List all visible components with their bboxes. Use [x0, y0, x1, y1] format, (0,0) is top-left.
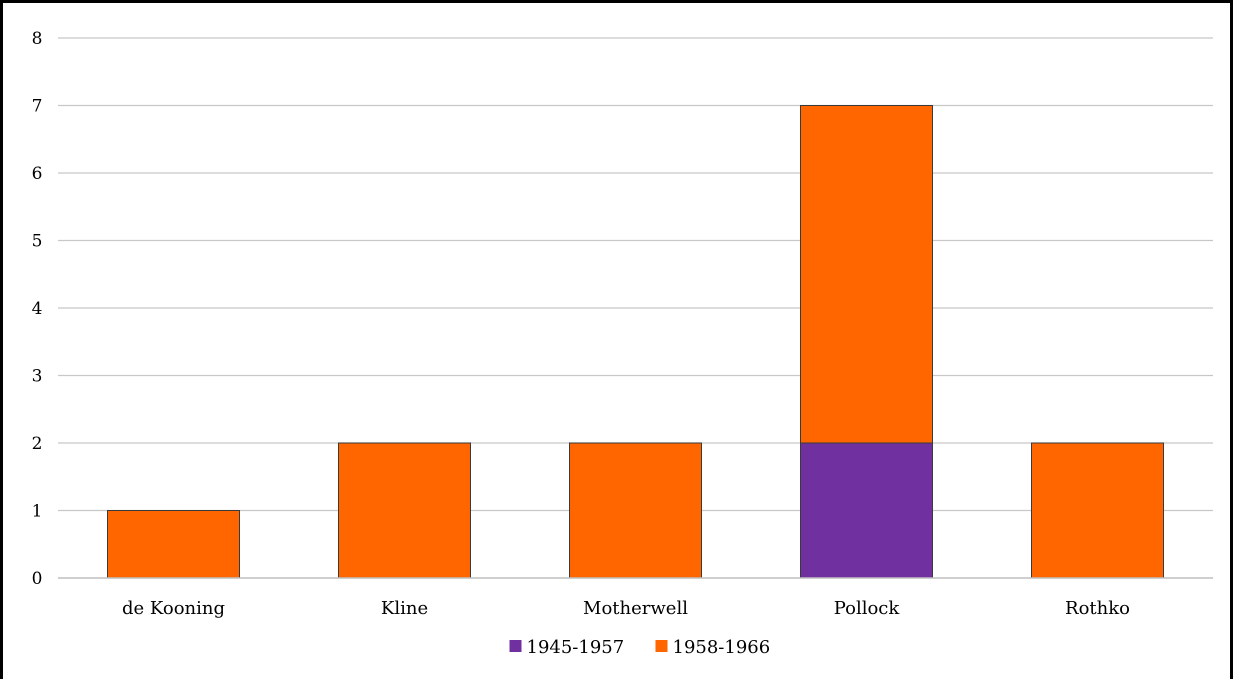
y-tick-label-2: 2 — [32, 434, 43, 454]
legend-label-1: 1958-1966 — [673, 637, 771, 658]
bar-de-kooning-series-1 — [107, 510, 240, 579]
y-tick-label-7: 7 — [32, 97, 43, 117]
x-category-label: Rothko — [1065, 598, 1130, 619]
y-axis-tick-labels: 0 1 2 3 4 5 6 7 8 — [32, 29, 43, 589]
y-tick-label-1: 1 — [32, 502, 43, 522]
bar-pollock-series-0 — [800, 442, 933, 579]
y-tick-label-0: 0 — [32, 569, 43, 589]
legend-swatch-0 — [509, 640, 522, 652]
x-category-label: Kline — [381, 598, 428, 619]
legend: 1945-1957 1958-1966 — [509, 637, 771, 658]
x-category-label: de Kooning — [122, 598, 225, 619]
y-tick-label-8: 8 — [32, 29, 43, 49]
legend-label-0: 1945-1957 — [527, 637, 625, 658]
bar-pollock-series-1 — [800, 105, 933, 444]
legend-swatch-1 — [655, 640, 668, 652]
x-axis-category-labels: de Kooning Kline Motherwell Pollock Rothko — [122, 598, 1130, 619]
x-category-label: Motherwell — [583, 598, 688, 619]
x-category-label: Pollock — [834, 598, 901, 619]
y-tick-label-6: 6 — [32, 164, 43, 184]
bars — [107, 105, 1164, 579]
y-tick-label-4: 4 — [32, 299, 43, 319]
bar-rothko-series-1 — [1031, 442, 1164, 579]
bar-motherwell-series-1 — [569, 442, 702, 579]
y-tick-label-3: 3 — [32, 367, 43, 387]
gridlines — [58, 37, 1213, 512]
y-tick-label-5: 5 — [32, 232, 43, 252]
bar-kline-series-1 — [338, 442, 471, 579]
